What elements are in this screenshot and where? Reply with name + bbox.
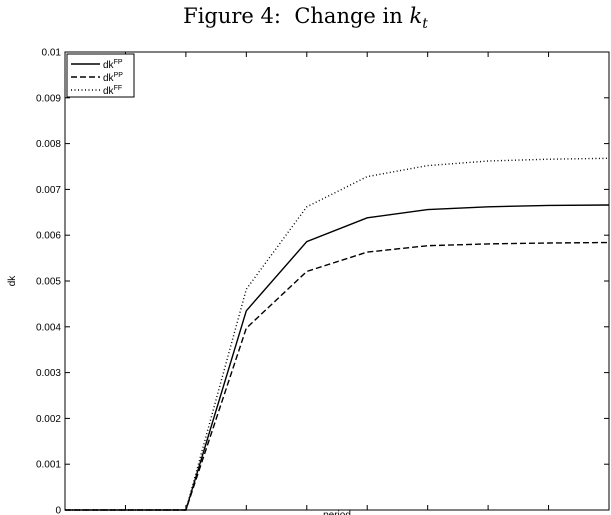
figure-title-prefix: Figure 4: [183,4,281,28]
legend-entry-label: dkFP [103,59,123,71]
figure-title-variable: k [409,4,423,28]
y-tick-label: 0.004 [36,322,61,333]
y-tick-label: 0.002 [36,414,61,425]
y-tick-label: 0.007 [36,185,61,196]
figure-title-text: Change in [294,4,403,28]
x-axis-label: period [323,510,351,515]
y-tick-label: 0.003 [36,368,61,379]
y-tick-label: 0.009 [36,93,61,104]
y-tick-label: 0.005 [36,277,61,288]
plot-area [65,52,609,510]
figure-title-subscript: t [422,16,428,33]
legend-entry-label: dkFF [103,85,122,97]
ticks-layer: −2−10123456700.0010.0020.0030.0040.0050.… [36,48,611,515]
y-axis-label: dk [7,275,18,287]
y-tick-label: 0.001 [36,460,61,471]
y-tick-label: 0 [55,506,61,515]
y-tick-label: 0.006 [36,231,61,242]
legend-box [66,53,135,98]
figure-title: Figure 4: Change in kt [0,4,611,32]
y-tick-label: 0.01 [42,48,62,59]
legend-entry-label: dkPP [103,72,123,84]
y-tick-label: 0.008 [36,139,61,150]
